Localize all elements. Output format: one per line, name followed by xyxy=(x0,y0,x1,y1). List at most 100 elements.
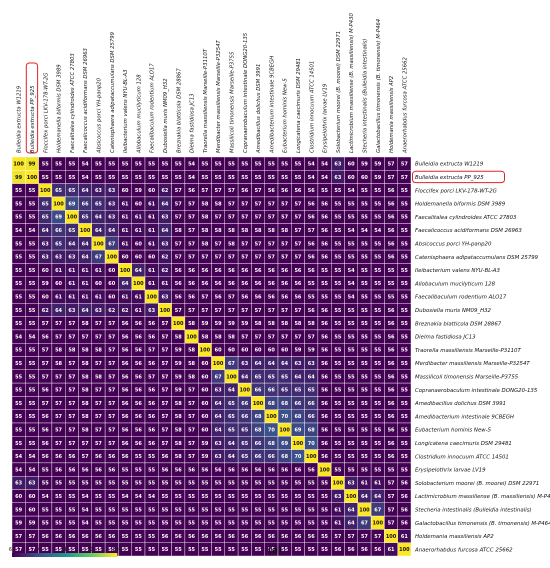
cell-value-label: 55 xyxy=(334,441,341,447)
cell-value-label: 55 xyxy=(148,161,155,167)
cell-value-label: 56 xyxy=(401,494,408,500)
cell-value-label: 55 xyxy=(95,175,102,181)
cell-value-label: 56 xyxy=(281,534,288,540)
cell-value-label: 55 xyxy=(308,507,315,513)
cell-value-label: 55 xyxy=(374,255,381,261)
cell-value-label: 56 xyxy=(122,454,129,460)
colorbar-segment xyxy=(66,553,69,557)
cell-value-label: 61 xyxy=(135,215,142,221)
cell-value-label: 57 xyxy=(188,388,195,394)
cell-value-label: 63 xyxy=(308,361,315,367)
cell-value-label: 58 xyxy=(82,321,89,327)
cell-value-label: 55 xyxy=(388,467,395,473)
cell-value-label: 63 xyxy=(15,481,22,487)
cell-value-label: 56 xyxy=(388,454,395,460)
cell-value-label: 57 xyxy=(42,361,49,367)
cell-value-label: 100 xyxy=(160,308,171,314)
cell-value-label: 56 xyxy=(255,294,262,300)
cell-value-label: 56 xyxy=(321,388,328,394)
colorbar-segment xyxy=(29,553,32,557)
cell-value-label: 61 xyxy=(95,294,102,300)
cell-value-label: 55 xyxy=(82,481,89,487)
cell-value-label: 55 xyxy=(15,388,22,394)
cell-value-label: 56 xyxy=(321,241,328,247)
cell-value-label: 58 xyxy=(68,348,75,354)
row-label: Allobaculum mucilyticum 128 xyxy=(414,281,496,287)
cell-value-label: 55 xyxy=(281,521,288,527)
cell-value-label: 55 xyxy=(334,215,341,221)
cell-value-label: 57 xyxy=(241,215,248,221)
cell-value-label: 57 xyxy=(68,441,75,447)
cell-value-label: 57 xyxy=(188,201,195,207)
cell-value-label: 55 xyxy=(334,281,341,287)
cell-value-label: 56 xyxy=(255,534,262,540)
cell-value-label: 56 xyxy=(55,454,62,460)
row-label: Bulleidia extructa W1219 xyxy=(415,162,484,168)
cell-value-label: 56 xyxy=(268,534,275,540)
cell-value-label: 56 xyxy=(388,374,395,380)
cell-value-label: 59 xyxy=(308,348,315,354)
cell-value-label: 65 xyxy=(228,414,235,420)
cell-value-label: 63 xyxy=(161,241,168,247)
cell-value-label: 54 xyxy=(28,334,35,340)
cell-value-label: 60 xyxy=(28,507,35,513)
cell-value-label: 55 xyxy=(401,454,408,460)
cell-value-label: 60 xyxy=(201,414,208,420)
cell-value-label: 56 xyxy=(161,534,168,540)
cell-value-label: 54 xyxy=(15,334,22,340)
cell-value-label: 55 xyxy=(321,281,328,287)
cell-value-label: 58 xyxy=(255,321,262,327)
cell-value-label: 56 xyxy=(388,401,395,407)
cell-value-label: 55 xyxy=(308,481,315,487)
cell-value-label: 56 xyxy=(374,547,381,553)
cell-value-label: 56 xyxy=(55,534,62,540)
cell-value-label: 60 xyxy=(201,361,208,367)
cell-value-label: 60 xyxy=(255,348,262,354)
row-label: Dielma fastidiosa JC13 xyxy=(415,335,476,341)
cell-value-label: 55 xyxy=(241,161,248,167)
cell-value-label: 55 xyxy=(135,507,142,513)
cell-value-label: 56 xyxy=(268,281,275,287)
cell-value-label: 65 xyxy=(95,201,102,207)
cell-value-label: 66 xyxy=(255,388,262,394)
cell-value-label: 56 xyxy=(148,441,155,447)
colorbar-segment xyxy=(19,553,22,557)
colorbar-segment xyxy=(41,553,44,557)
cell-value-label: 68 xyxy=(281,401,288,407)
cell-value-label: 56 xyxy=(228,534,235,540)
colorbar-segment xyxy=(83,553,86,557)
colorbar-segment xyxy=(55,553,58,557)
cell-value-label: 57 xyxy=(161,361,168,367)
column-label: Stecheria intestinalis (Bulleidia intest… xyxy=(362,38,368,153)
cell-value-label: 60 xyxy=(122,255,129,261)
cell-value-label: 55 xyxy=(374,241,381,247)
cell-value-label: 55 xyxy=(15,281,22,287)
cell-value-label: 55 xyxy=(348,374,355,380)
colorbar-segment xyxy=(54,553,57,557)
cell-value-label: 57 xyxy=(161,348,168,354)
cell-value-label: 57 xyxy=(28,547,35,553)
cell-value-label: 61 xyxy=(122,228,129,234)
cell-value-label: 55 xyxy=(95,494,102,500)
cell-value-label: 55 xyxy=(281,175,288,181)
cell-value-label: 55 xyxy=(268,175,275,181)
cell-value-label: 56 xyxy=(215,294,222,300)
colorbar-tick-label: 80 xyxy=(61,547,67,553)
cell-value-label: 56 xyxy=(241,268,248,274)
cell-value-label: 56 xyxy=(388,361,395,367)
cell-value-label: 57 xyxy=(281,215,288,221)
cell-value-label: 55 xyxy=(15,361,22,367)
cell-value-label: 65 xyxy=(228,401,235,407)
cell-value-label: 56 xyxy=(281,281,288,287)
cell-value-label: 55 xyxy=(135,534,142,540)
cell-value-label: 55 xyxy=(401,334,408,340)
cell-value-label: 55 xyxy=(135,454,142,460)
cell-value-label: 55 xyxy=(334,467,341,473)
cell-value-label: 61 xyxy=(148,201,155,207)
cell-value-label: 58 xyxy=(308,321,315,327)
row-label: Galactobacillus timonensis (B. timonensi… xyxy=(415,521,550,527)
cell-value-label: 55 xyxy=(361,281,368,287)
cell-value-label: 64 xyxy=(228,441,235,447)
cell-value-label: 57 xyxy=(161,388,168,394)
cell-value-label: 60 xyxy=(95,281,102,287)
